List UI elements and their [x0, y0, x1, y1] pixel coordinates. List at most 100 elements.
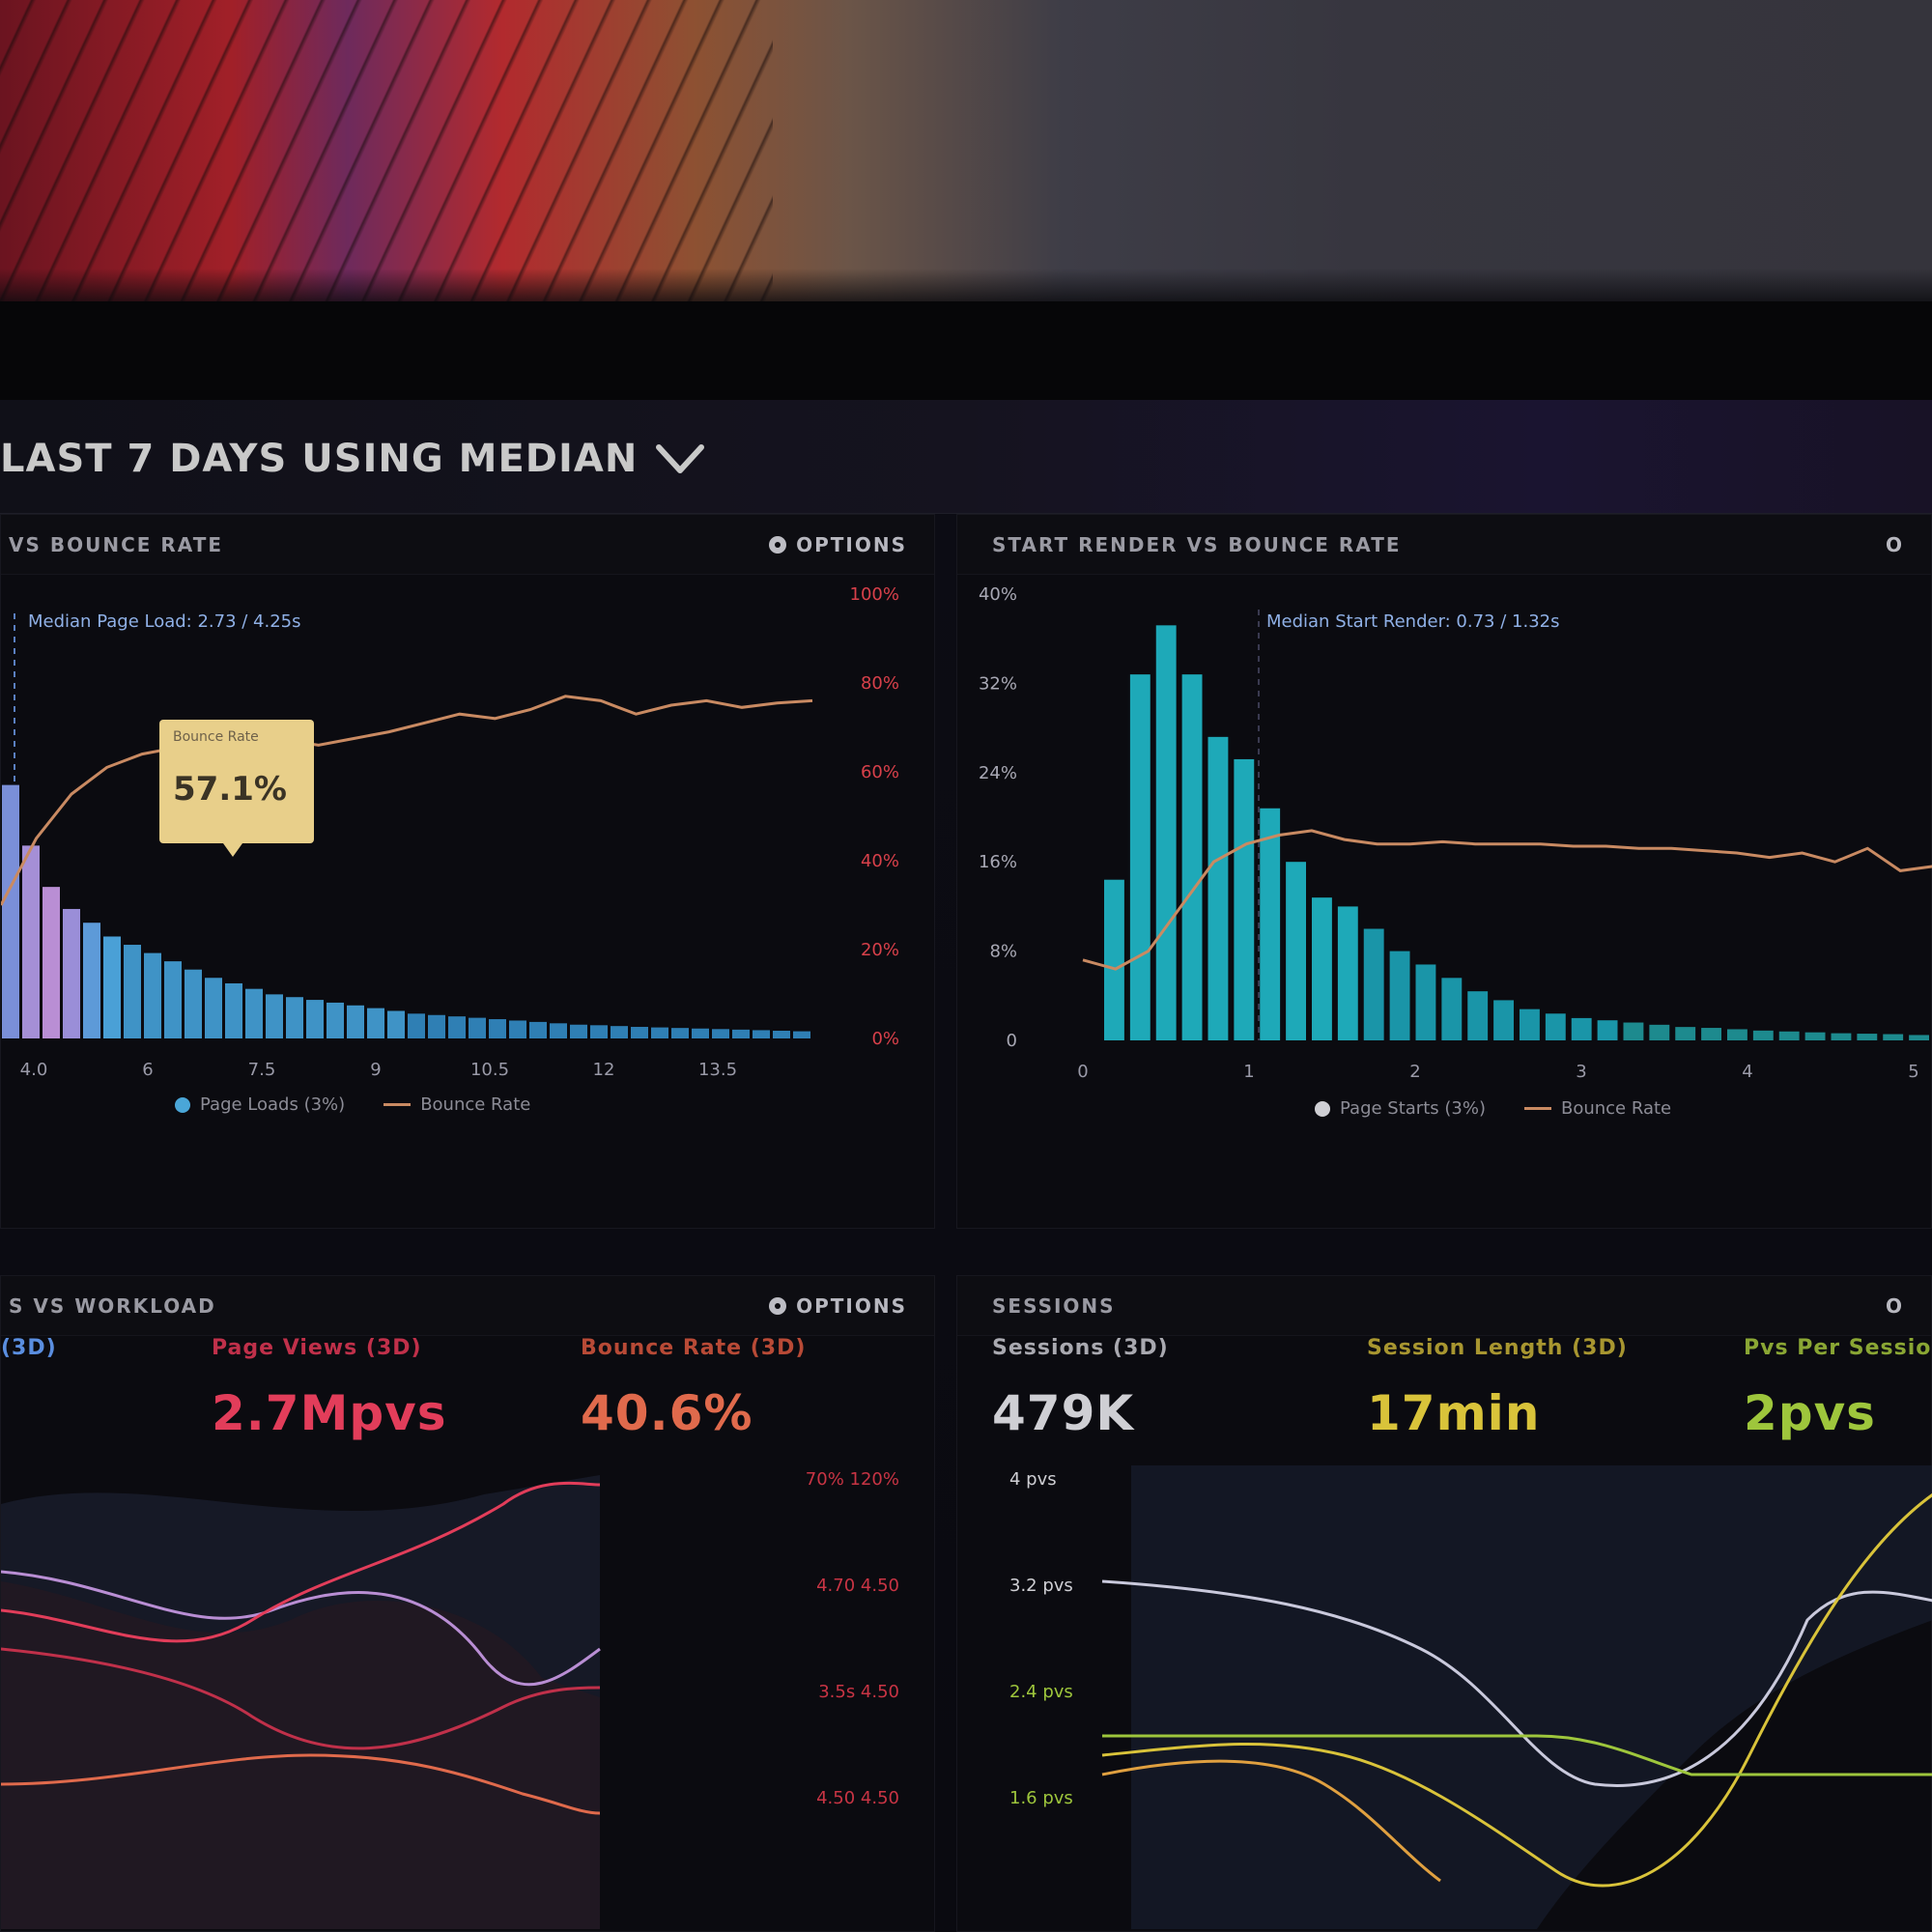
panel-title: VS BOUNCE RATE [9, 533, 223, 556]
histogram-bar [1649, 1025, 1669, 1040]
kpi-value: 2pvs [1744, 1385, 1932, 1441]
histogram-bar [1364, 929, 1384, 1041]
histogram-bar [1779, 1032, 1800, 1040]
histogram-bar [1520, 1009, 1540, 1040]
kpi-label: Bounce Rate (3D) [581, 1336, 806, 1360]
histogram-bar [509, 1020, 526, 1038]
histogram-bar [144, 953, 161, 1038]
histogram-bar [1883, 1035, 1903, 1040]
time-range-dropdown[interactable]: LAST 7 DAYS USING MEDIAN [0, 433, 705, 485]
right-axis-tick: 70% 120% [806, 1469, 899, 1490]
histogram-bar [1286, 862, 1306, 1040]
options-button[interactable]: O [1886, 533, 1904, 556]
options-label: OPTIONS [796, 533, 907, 556]
histogram-bar [651, 1028, 668, 1038]
histogram-bar [1909, 1035, 1929, 1040]
options-button[interactable]: OPTIONS [769, 1294, 907, 1318]
histogram-bar [590, 1025, 608, 1038]
left-axis-tick: 8% [989, 942, 1017, 962]
histogram-bar [1701, 1028, 1721, 1040]
histogram-bar [164, 961, 182, 1038]
tooltip-value: 57.1% [173, 770, 300, 809]
histogram-bar [245, 989, 263, 1038]
histogram-bar [1260, 809, 1280, 1040]
histogram-bar [732, 1030, 750, 1038]
monitor-bezel: LAST 7 DAYS USING MEDIAN VS BOUNCE RATE … [0, 301, 1932, 1932]
legend-item-bounce-rate[interactable]: Bounce Rate [384, 1094, 530, 1115]
kpi-bounce-rate[interactable]: Bounce Rate (3D) 40.6% [581, 1336, 806, 1441]
histogram-bar [1493, 1000, 1514, 1040]
gear-icon [769, 536, 786, 554]
chart-legend: Page Loads (3%) Bounce Rate [175, 1094, 530, 1115]
options-label: O [1886, 533, 1904, 556]
x-axis-tick: 9 [370, 1060, 381, 1080]
histogram-bar [1182, 674, 1203, 1040]
histogram-bar [1208, 737, 1229, 1040]
histogram-bar [43, 887, 60, 1038]
legend-label: Page Loads (3%) [200, 1094, 345, 1115]
histogram-bar [489, 1019, 506, 1038]
histogram-bar [327, 1003, 344, 1038]
histogram-bar [103, 936, 121, 1038]
histogram-bar [1416, 964, 1436, 1040]
left-axis-tick: 16% [979, 852, 1017, 872]
kpi-label: (3D) [1, 1336, 57, 1360]
x-axis-tick: 0 [1077, 1062, 1088, 1082]
bounce-tooltip: Bounce Rate 57.1% [159, 720, 314, 843]
x-axis-tick: 2 [1409, 1062, 1420, 1082]
right-axis-tick: 60% [861, 762, 899, 782]
x-axis-tick: 5 [1908, 1062, 1918, 1082]
histogram-bar [570, 1025, 587, 1038]
kpi-pvs-per-session[interactable]: Pvs Per Session 2pvs [1744, 1336, 1932, 1441]
legend-label: Bounce Rate [1561, 1098, 1671, 1119]
kpi-label: Page Views (3D) [212, 1336, 446, 1360]
dashboard-header: LAST 7 DAYS USING MEDIAN [0, 400, 1932, 514]
panel-title: SESSIONS [992, 1294, 1116, 1318]
terrain-shape [1131, 1465, 1932, 1929]
histogram-bar [1104, 880, 1124, 1040]
histogram-bar [1598, 1020, 1618, 1040]
histogram-bar [773, 1031, 790, 1038]
x-axis-tick: 4 [1742, 1062, 1752, 1082]
histogram-bar [753, 1030, 770, 1038]
right-axis-tick: 80% [861, 673, 899, 694]
legend-item-page-loads[interactable]: Page Loads (3%) [175, 1094, 345, 1115]
left-axis-tick: 1.6 pvs [1009, 1788, 1073, 1808]
x-axis-tick: 3 [1576, 1062, 1586, 1082]
background-wall [0, 0, 1932, 307]
options-label: OPTIONS [796, 1294, 907, 1318]
histogram-bar [793, 1032, 810, 1038]
left-axis-tick: 4 pvs [1009, 1469, 1057, 1490]
x-axis-tick: 7.5 [248, 1060, 276, 1080]
kpi-sessions[interactable]: Sessions (3D) 479K [992, 1336, 1169, 1441]
left-axis-tick: 32% [979, 673, 1017, 694]
histogram-bar [1753, 1031, 1774, 1040]
histogram-bar [1156, 625, 1177, 1040]
histogram-bar [266, 994, 283, 1038]
kpi-first-tab[interactable]: (3D) [1, 1336, 57, 1360]
histogram-bar [1727, 1029, 1747, 1040]
histogram-bar [22, 845, 40, 1038]
legend-item-page-starts[interactable]: Page Starts (3%) [1315, 1098, 1486, 1119]
kpi-session-length[interactable]: Session Length (3D) 17min [1367, 1336, 1628, 1441]
x-axis-tick: 12 [593, 1060, 615, 1080]
left-axis-tick: 3.2 pvs [1009, 1576, 1073, 1596]
histogram-bar [692, 1029, 709, 1038]
histogram-bar [83, 923, 100, 1038]
legend-dot-icon [175, 1097, 190, 1113]
options-button[interactable]: O [1886, 1294, 1904, 1318]
histogram-bar [306, 1000, 324, 1038]
tooltip-label: Bounce Rate [173, 729, 300, 745]
histogram-bar [469, 1018, 486, 1038]
left-axis-tick: 40% [979, 584, 1017, 605]
histogram-bar [1857, 1034, 1877, 1040]
options-button[interactable]: OPTIONS [769, 533, 907, 556]
legend-item-bounce-rate[interactable]: Bounce Rate [1524, 1098, 1671, 1119]
kpi-value: 17min [1367, 1385, 1628, 1441]
histogram-bar [428, 1015, 445, 1038]
right-axis-tick: 40% [861, 851, 899, 871]
kpi-page-views[interactable]: Page Views (3D) 2.7Mpvs [212, 1336, 446, 1441]
legend-line-icon [384, 1103, 411, 1106]
kpi-value: 40.6% [581, 1385, 806, 1441]
left-axis-tick: 0 [1007, 1031, 1017, 1051]
